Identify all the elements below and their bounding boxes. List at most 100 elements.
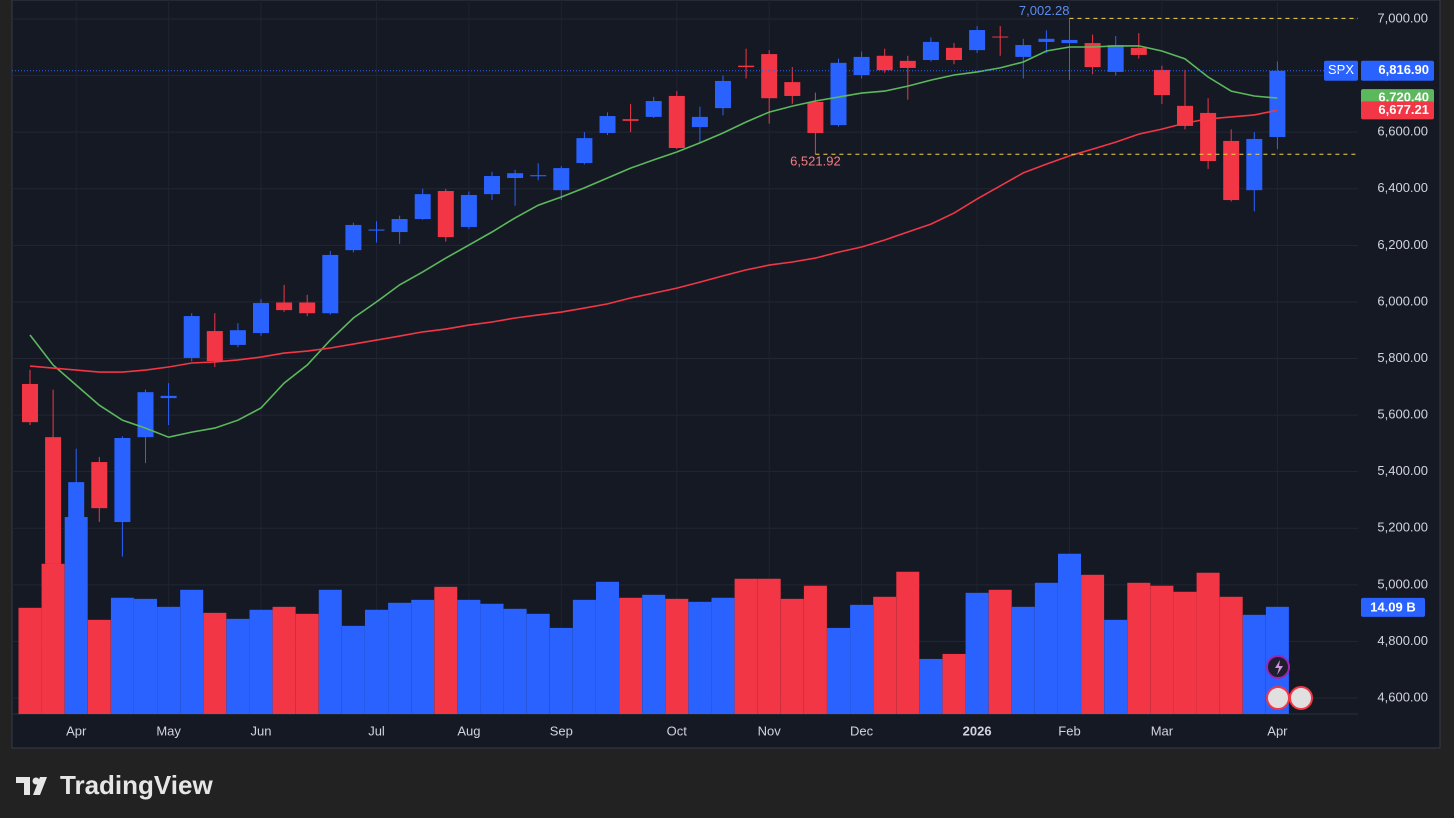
volume-bar	[341, 625, 365, 714]
candle-body	[761, 54, 778, 99]
volume-bar	[226, 618, 250, 714]
y-tick-label: 5,200.00	[1377, 520, 1428, 535]
volume-bar	[457, 599, 481, 714]
volume-bar	[318, 589, 342, 714]
y-tick-label: 7,000.00	[1377, 10, 1428, 25]
candle-body	[946, 47, 962, 61]
volume-bar	[1242, 614, 1266, 714]
candle-body	[22, 383, 38, 423]
volume-bar	[919, 658, 943, 714]
volume-bar	[596, 581, 619, 714]
y-tick-label: 5,000.00	[1377, 576, 1428, 591]
candle-body	[992, 36, 1009, 38]
moving-average-line	[29, 45, 1278, 439]
last-price-badge	[1361, 60, 1434, 81]
candle-body	[460, 194, 477, 227]
x-tick-label: May	[156, 723, 181, 738]
y-tick-label: 6,000.00	[1377, 293, 1428, 308]
x-tick-label: Mar	[1151, 723, 1174, 738]
x-tick-label: Oct	[667, 723, 688, 738]
volume-bar	[1058, 553, 1081, 714]
candle-body	[183, 316, 200, 358]
volume-bar	[780, 598, 804, 714]
candle-body	[645, 101, 662, 117]
candle-body	[1107, 45, 1124, 72]
candle-body	[1177, 105, 1193, 126]
candle-body	[484, 176, 500, 195]
x-tick-label: Apr	[1267, 723, 1288, 738]
candle-body	[1038, 38, 1055, 42]
volume-bar	[157, 606, 181, 714]
brand-name: TradingView	[60, 770, 213, 800]
candle-body	[1061, 39, 1078, 44]
candle-body	[876, 55, 893, 71]
candle-body	[322, 254, 339, 314]
candle-body	[437, 191, 454, 238]
candle-body	[530, 175, 547, 177]
volume-bar	[619, 597, 643, 714]
volume-bar	[503, 608, 527, 714]
volume-bar	[827, 627, 850, 714]
candle-body	[114, 437, 131, 523]
volume-bar	[896, 571, 920, 714]
y-tick-label: 5,400.00	[1377, 463, 1428, 478]
candle-body	[622, 119, 639, 121]
volume-bar	[18, 607, 42, 714]
candle-body	[45, 437, 62, 564]
ma-badge	[1361, 101, 1434, 120]
volume-bar	[272, 606, 296, 714]
volume-bar	[850, 604, 874, 714]
candle-body	[507, 173, 524, 178]
event-icon-bolt	[1275, 660, 1283, 675]
candle-body	[668, 95, 685, 149]
volume-bar	[757, 578, 781, 714]
x-tick-label: Dec	[850, 723, 874, 738]
candle-body	[969, 30, 986, 51]
candle-body	[830, 62, 847, 126]
event-icons	[1266, 655, 1313, 710]
y-tick-label: 6,200.00	[1377, 237, 1428, 252]
ma-badge-label: 6,677.21	[1378, 102, 1429, 117]
volume-bar	[480, 603, 504, 714]
candle-body	[738, 65, 755, 68]
candle-body	[276, 302, 293, 311]
candle-body	[1246, 138, 1263, 191]
candle-body	[345, 224, 362, 251]
candle-body	[91, 462, 108, 509]
brand-icon	[16, 777, 47, 795]
volume-bar	[365, 609, 388, 714]
candle-body	[1130, 47, 1147, 55]
event-icon-flag	[1266, 686, 1290, 710]
volume-bar	[873, 596, 897, 714]
candle-body	[599, 116, 616, 134]
candle-body	[299, 302, 316, 314]
volume-bar	[965, 592, 989, 714]
y-tick-label: 6,400.00	[1377, 180, 1428, 195]
x-tick-label: Sep	[550, 723, 573, 738]
x-tick-label: Aug	[457, 723, 480, 738]
y-tick-label: 4,600.00	[1377, 689, 1428, 704]
low-marker-label: 6,521.92	[790, 154, 841, 169]
candle-body	[1153, 69, 1170, 96]
volume-bar	[41, 563, 65, 714]
volume-bar	[549, 627, 573, 714]
candle-body	[715, 80, 731, 109]
volume-badge	[1361, 597, 1425, 617]
candle-body	[784, 82, 801, 96]
volume-bar	[1173, 591, 1197, 714]
candle-body	[899, 60, 916, 68]
volume-bar	[1081, 574, 1105, 714]
volume-bar	[1034, 582, 1058, 714]
candle-body	[853, 56, 870, 76]
y-tick-label: 6,600.00	[1377, 124, 1428, 139]
x-tick-label: Jul	[368, 723, 385, 738]
volume-bar	[1011, 606, 1035, 714]
volume-bar	[87, 619, 111, 714]
y-tick-label: 5,600.00	[1377, 407, 1428, 422]
candle-body	[807, 101, 824, 134]
event-icon-flag	[1289, 686, 1313, 710]
volume-badge-label: 14.09 B	[1370, 599, 1416, 614]
y-tick-label: 4,800.00	[1377, 633, 1428, 648]
x-tick-label: Apr	[66, 723, 87, 738]
